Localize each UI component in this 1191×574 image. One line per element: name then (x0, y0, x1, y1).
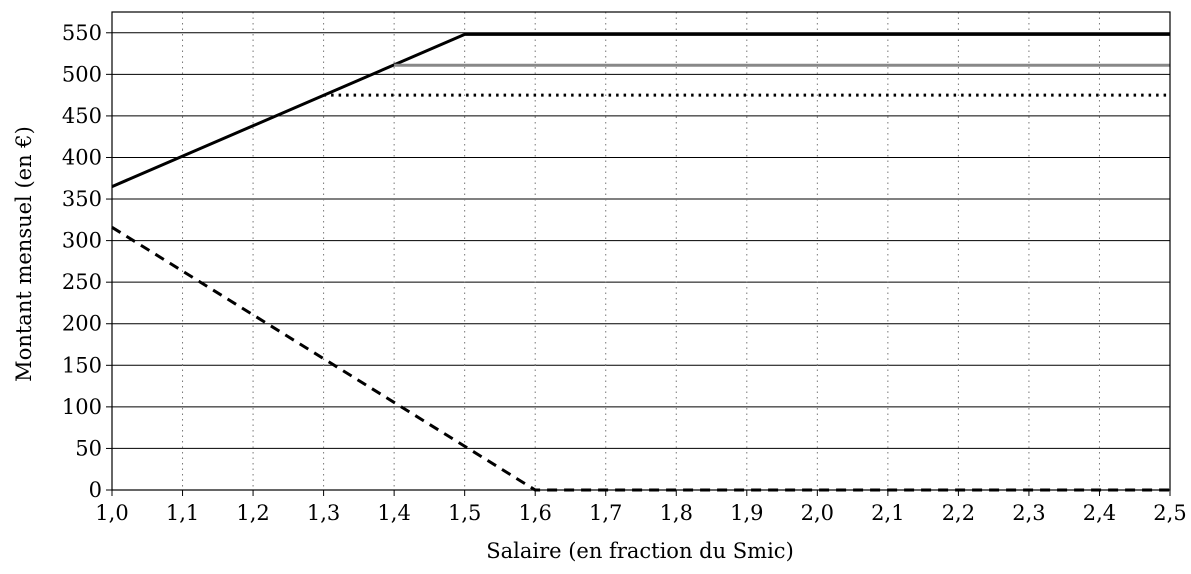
x-tick-label: 2,3 (1012, 501, 1045, 525)
x-tick-label: 2,5 (1153, 501, 1186, 525)
y-tick-label: 200 (62, 312, 102, 336)
x-tick-label: 1,4 (377, 501, 410, 525)
x-tick-label: 1,0 (95, 501, 128, 525)
x-tick-label: 1,3 (307, 501, 340, 525)
y-tick-label: 250 (62, 270, 102, 294)
grid (106, 12, 1171, 496)
y-tick-label: 0 (89, 478, 102, 502)
x-tick-label: 1,2 (236, 501, 269, 525)
y-tick-label: 150 (62, 353, 102, 377)
x-tick-label: 1,5 (448, 501, 481, 525)
series-layer (111, 32, 1170, 492)
x-tick-label: 1,1 (166, 501, 199, 525)
y-tick-label: 350 (62, 187, 102, 211)
y-tick-label: 300 (62, 229, 102, 253)
x-tick-label: 2,2 (942, 501, 975, 525)
x-tick-label: 2,0 (801, 501, 834, 525)
y-tick-label: 400 (62, 145, 102, 169)
y-tick-label: 450 (62, 104, 102, 128)
x-tick-label: 1,8 (660, 501, 693, 525)
plot-border (111, 11, 1171, 491)
x-tick-label: 1,9 (730, 501, 763, 525)
plot-frame (111, 11, 1171, 491)
x-tick-label: 1,6 (518, 501, 551, 525)
x-tick-label: 2,4 (1083, 501, 1116, 525)
series-line-4 (111, 226, 1170, 492)
tick-labels: 0 50 100 150 200 250 300 350 400 450 500 550 1,0 1,1 1… (62, 21, 1187, 525)
y-axis-label: Montant mensuel (en €) (12, 126, 36, 382)
y-tick-label: 500 (62, 62, 102, 86)
y-tick-label: 50 (75, 436, 102, 460)
y-tick-label: 100 (62, 395, 102, 419)
x-axis-label: Salaire (en fraction du Smic) (486, 539, 794, 563)
x-tick-label: 2,1 (871, 501, 904, 525)
y-tick-label: 550 (62, 21, 102, 45)
series-line-1 (111, 32, 1170, 188)
x-tick-label: 1,7 (589, 501, 622, 525)
